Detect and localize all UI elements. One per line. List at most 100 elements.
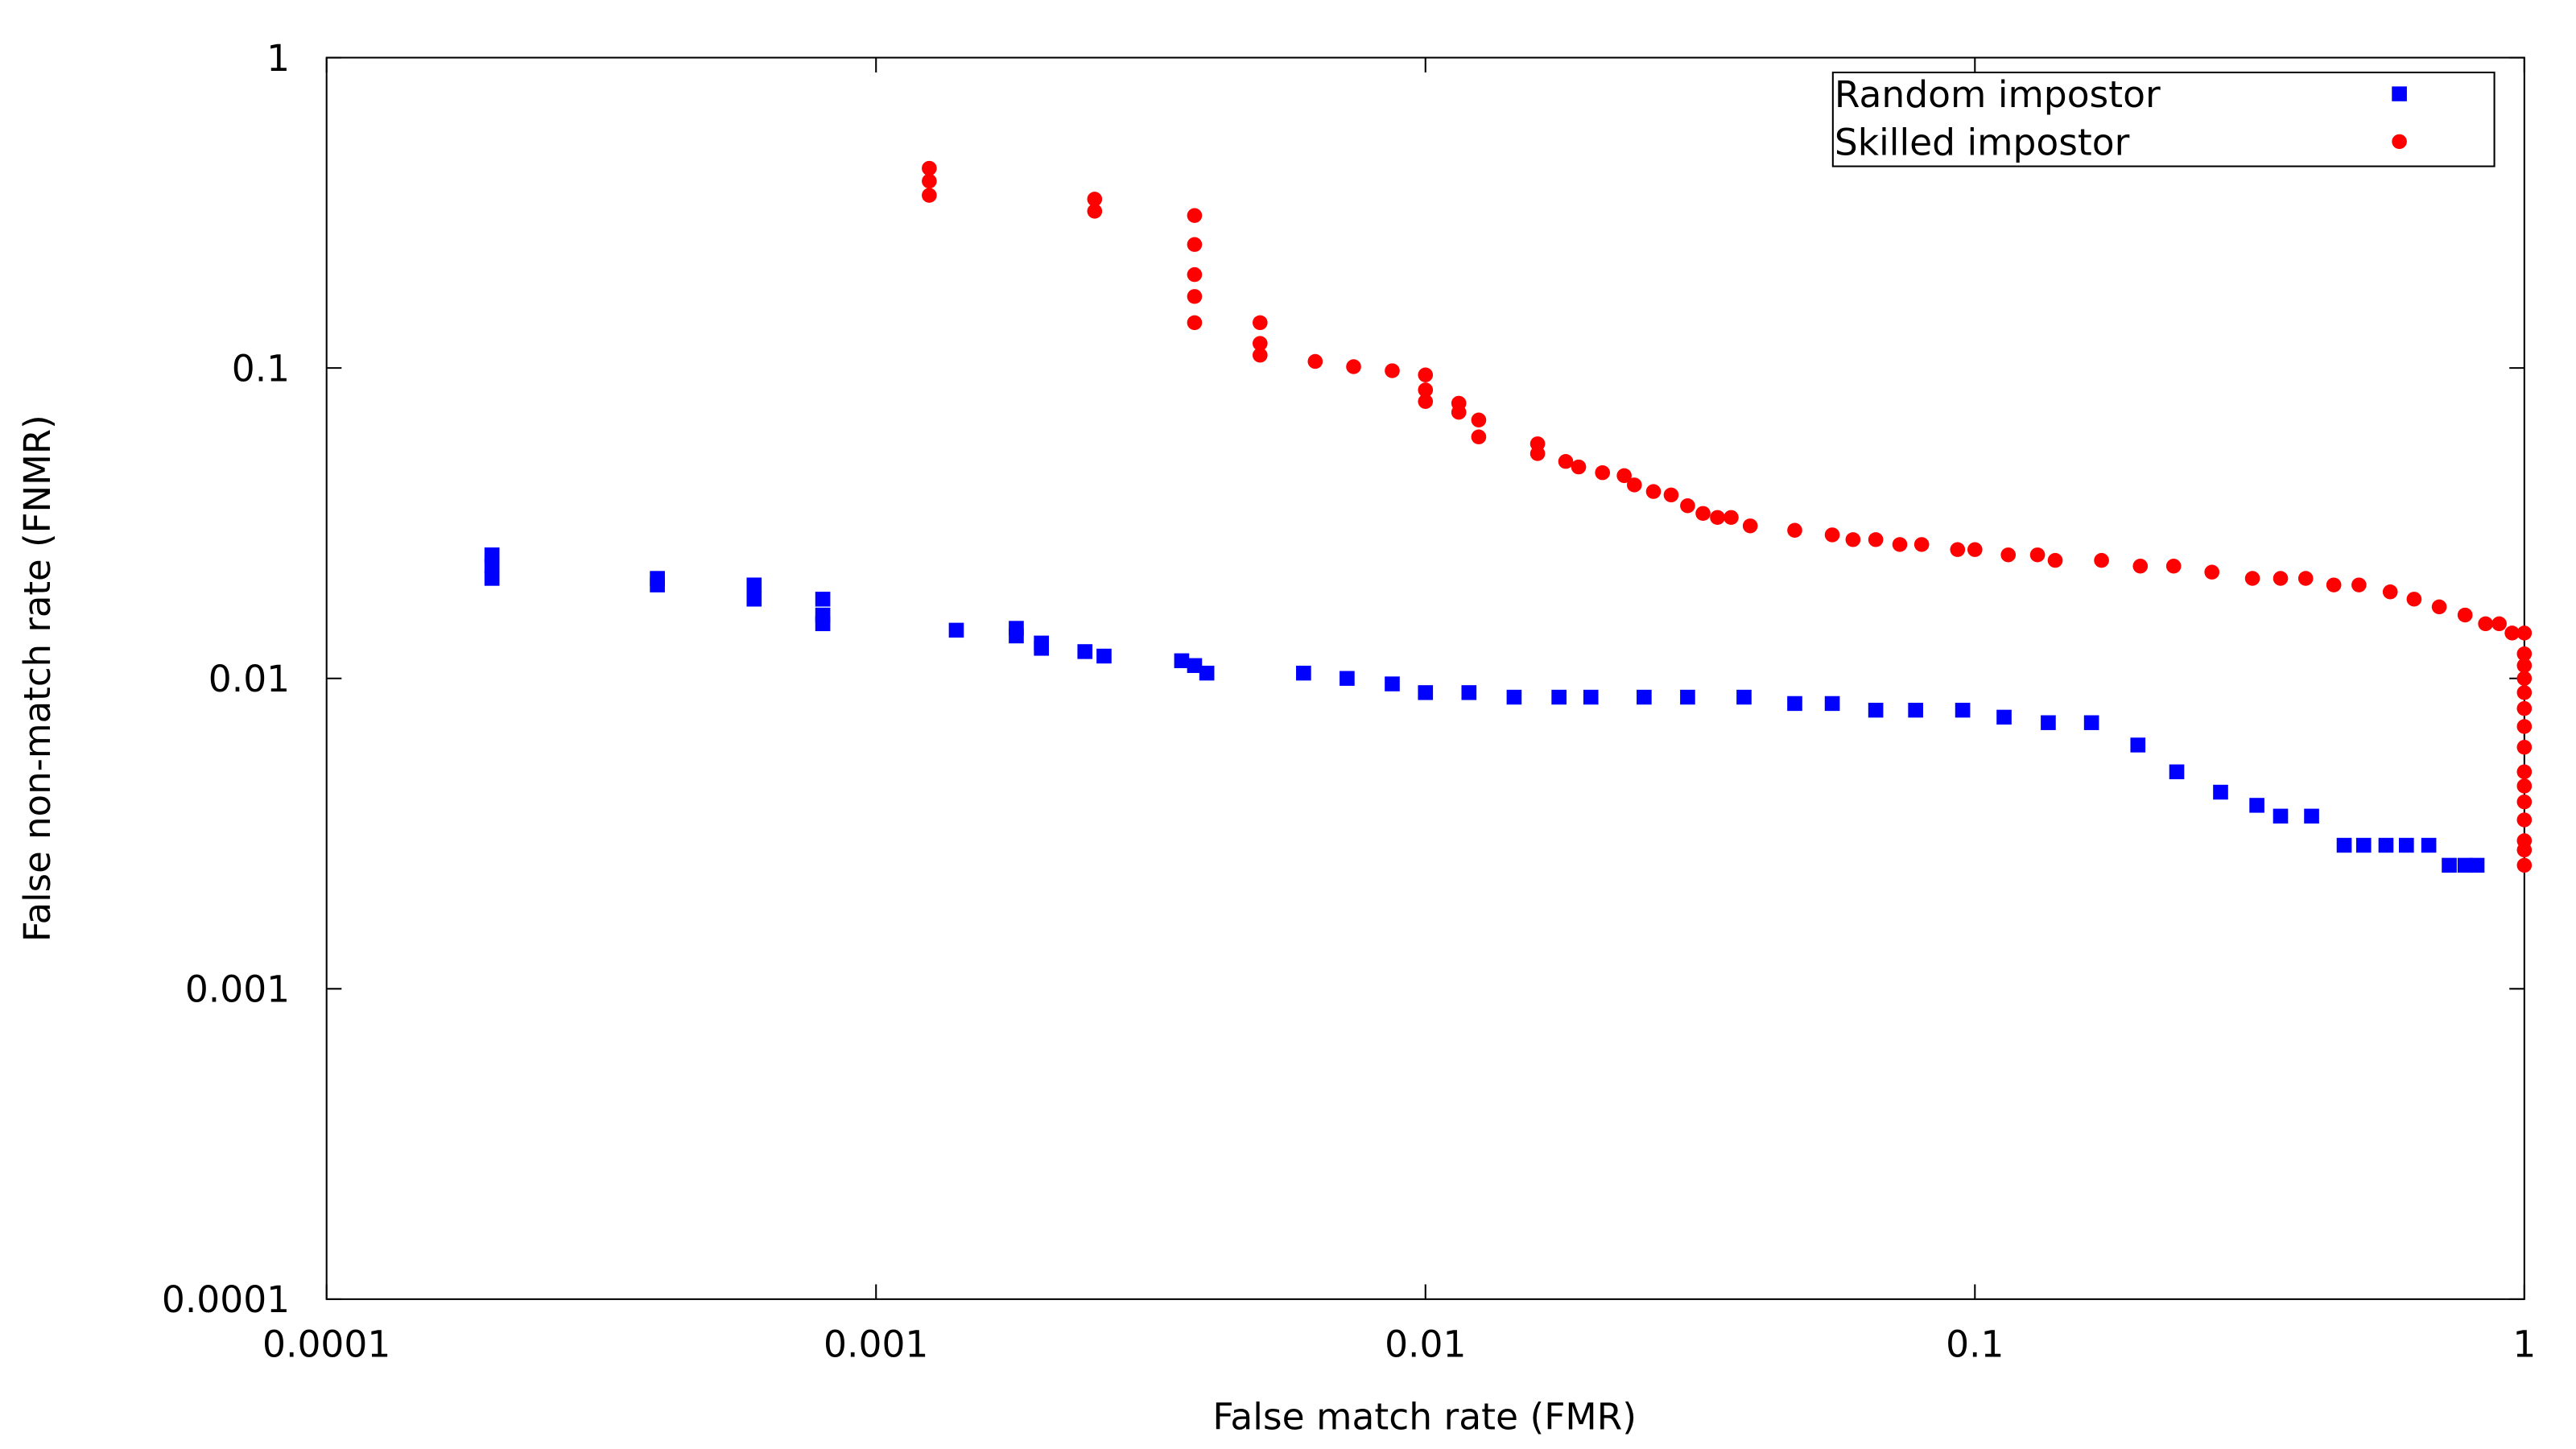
- data-point: [1174, 653, 1190, 668]
- data-point: [922, 173, 937, 189]
- data-point: [1845, 532, 1861, 547]
- data-point: [1558, 454, 1574, 469]
- data-point: [1695, 506, 1711, 522]
- y-tick-label: 0.1: [232, 348, 290, 390]
- x-axis-label: False match rate (FMR): [1212, 1396, 1637, 1439]
- data-point: [1967, 542, 1983, 557]
- data-point: [1187, 266, 1203, 283]
- data-point: [2478, 616, 2493, 632]
- data-point: [1680, 498, 1695, 514]
- x-tick-label: 0.1: [1946, 1323, 2004, 1366]
- legend-marker: [2392, 134, 2407, 150]
- data-point: [1385, 676, 1400, 691]
- data-point: [1551, 689, 1567, 705]
- data-point: [1736, 689, 1752, 705]
- data-point: [1950, 542, 1966, 557]
- data-point: [1868, 532, 1884, 547]
- data-point: [948, 622, 964, 638]
- data-point: [2516, 794, 2533, 810]
- data-point: [1595, 464, 1611, 481]
- data-point: [2273, 571, 2289, 586]
- x-tick-label: 1: [2512, 1323, 2536, 1366]
- data-point: [1034, 641, 1050, 656]
- data-point: [1471, 412, 1487, 427]
- data-point: [1616, 468, 1632, 484]
- data-point: [2000, 547, 2017, 563]
- data-point: [1077, 644, 1093, 659]
- data-point: [2516, 778, 2533, 794]
- data-point: [484, 571, 500, 586]
- data-point: [1096, 648, 1112, 664]
- data-point: [1908, 702, 1923, 718]
- data-point: [2130, 737, 2146, 753]
- data-point: [1252, 315, 1268, 331]
- data-point: [2491, 616, 2507, 632]
- data-point: [2516, 646, 2533, 662]
- data-point: [2457, 857, 2473, 873]
- data-point: [2469, 857, 2485, 873]
- data-point: [2442, 857, 2457, 873]
- x-tick-label: 0.001: [824, 1323, 928, 1366]
- data-point: [2431, 599, 2447, 615]
- data-point: [1087, 204, 1103, 219]
- data-point: [2516, 740, 2533, 755]
- data-point: [2029, 547, 2046, 563]
- data-point: [1583, 689, 1599, 705]
- legend-label: Skilled impostor: [1835, 122, 2130, 164]
- data-point: [1680, 689, 1695, 705]
- data-point: [815, 616, 831, 632]
- data-point: [1787, 522, 1802, 538]
- data-point: [1471, 429, 1487, 444]
- data-point: [484, 559, 500, 574]
- data-point: [1451, 404, 1467, 420]
- data-point: [1913, 537, 1930, 552]
- data-point: [1385, 363, 1400, 378]
- data-point: [1637, 689, 1652, 705]
- data-point: [1787, 696, 1802, 712]
- data-point: [2421, 837, 2437, 853]
- data-point: [2516, 685, 2533, 700]
- data-point: [2213, 784, 2228, 800]
- data-point: [1868, 702, 1884, 718]
- data-point: [2169, 764, 2185, 779]
- data-point: [2382, 584, 2398, 600]
- y-tick-label: 0.001: [185, 968, 290, 1011]
- data-point: [2351, 577, 2367, 592]
- data-point: [1955, 702, 1971, 718]
- data-point: [2516, 671, 2533, 686]
- data-point: [2378, 837, 2394, 853]
- data-point: [1187, 315, 1203, 331]
- data-point: [2047, 552, 2063, 568]
- y-tick-label: 1: [266, 37, 290, 80]
- data-point: [1892, 537, 1908, 552]
- data-point: [1824, 527, 1840, 543]
- x-tick-label: 0.01: [1385, 1323, 1466, 1366]
- data-point: [1187, 208, 1203, 223]
- data-point: [1724, 510, 1739, 526]
- data-point: [1645, 484, 1662, 499]
- y-tick-label: 0.01: [208, 658, 290, 700]
- data-point: [2355, 837, 2372, 853]
- data-point: [746, 577, 762, 592]
- data-point: [1506, 689, 1522, 705]
- data-point: [1346, 359, 1361, 374]
- legend-label: Random impostor: [1835, 73, 2161, 116]
- data-point: [1571, 459, 1587, 475]
- plot-frame: [325, 56, 2525, 1300]
- data-point: [1252, 347, 1268, 363]
- data-point: [2083, 715, 2099, 730]
- data-point: [1418, 382, 1434, 398]
- data-point: [1087, 192, 1103, 207]
- data-point: [1009, 628, 1024, 644]
- data-point: [1418, 394, 1434, 409]
- data-point: [2094, 552, 2109, 568]
- legend-box: [1831, 71, 2496, 167]
- data-point: [2504, 625, 2520, 641]
- data-point: [1340, 671, 1355, 686]
- data-point: [1530, 446, 1546, 461]
- data-point: [2249, 798, 2264, 813]
- data-point: [650, 577, 665, 592]
- data-point: [922, 160, 937, 176]
